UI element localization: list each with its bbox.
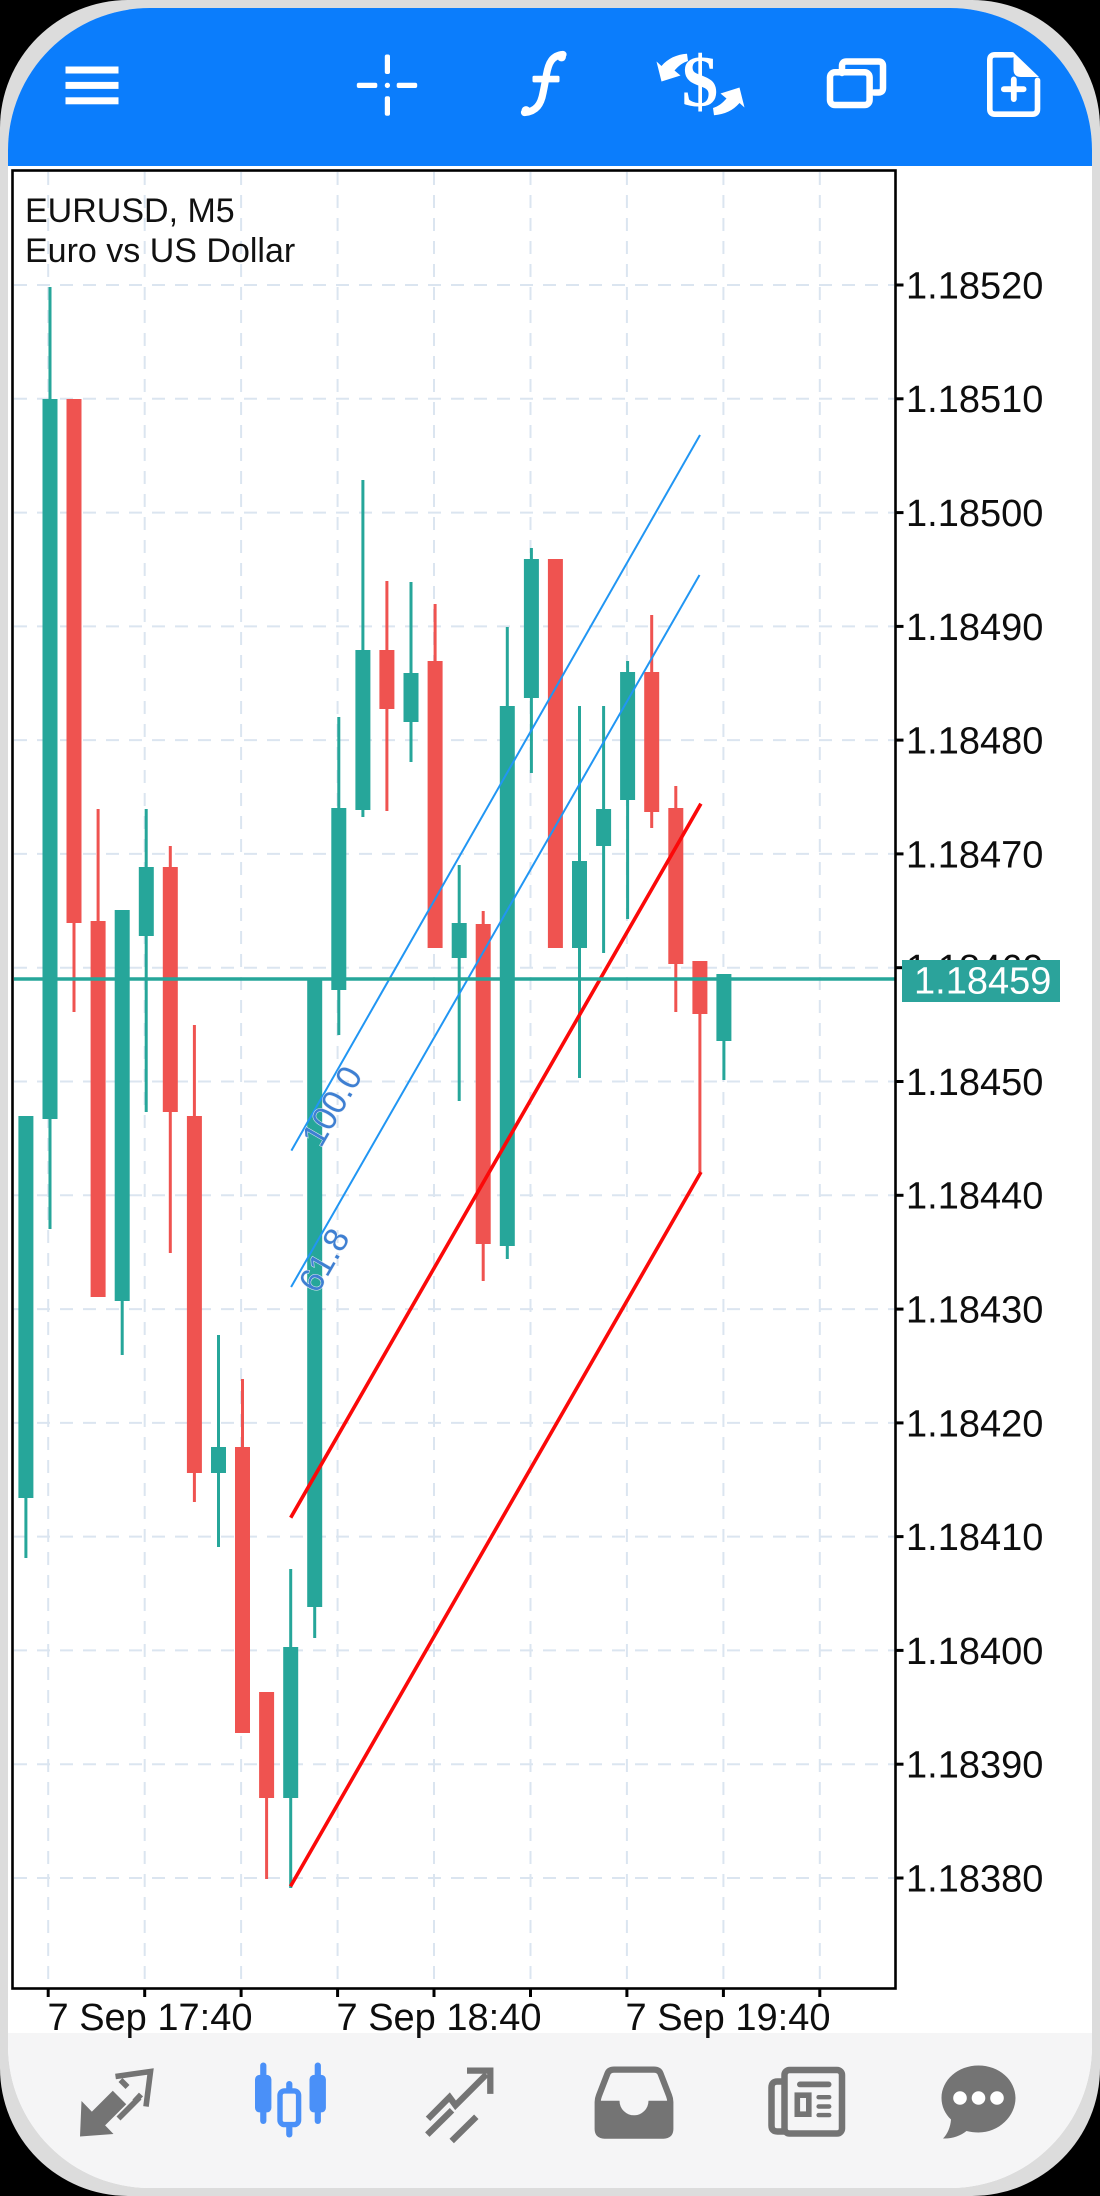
svg-text:1.18520: 1.18520 bbox=[906, 265, 1043, 307]
svg-text:1.18490: 1.18490 bbox=[906, 607, 1043, 649]
svg-text:1.18450: 1.18450 bbox=[906, 1062, 1043, 1104]
svg-text:EURUSD, M5: EURUSD, M5 bbox=[25, 192, 235, 230]
svg-text:1.18410: 1.18410 bbox=[906, 1517, 1043, 1559]
svg-text:100.0: 100.0 bbox=[295, 1060, 370, 1153]
svg-text:1.18400: 1.18400 bbox=[906, 1631, 1043, 1673]
svg-text:1.18470: 1.18470 bbox=[906, 834, 1043, 876]
svg-text:1.18440: 1.18440 bbox=[906, 1176, 1043, 1218]
svg-text:1.18480: 1.18480 bbox=[906, 721, 1043, 763]
svg-text:1.18380: 1.18380 bbox=[906, 1858, 1043, 1900]
svg-text:1.18500: 1.18500 bbox=[906, 493, 1043, 535]
svg-text:7 Sep 17:40: 7 Sep 17:40 bbox=[48, 1997, 253, 2039]
svg-text:7 Sep 19:40: 7 Sep 19:40 bbox=[626, 1997, 831, 2039]
svg-text:1.18420: 1.18420 bbox=[906, 1403, 1043, 1445]
svg-text:1.18390: 1.18390 bbox=[906, 1745, 1043, 1787]
svg-text:1.18459: 1.18459 bbox=[914, 961, 1051, 1003]
svg-text:1.18510: 1.18510 bbox=[906, 379, 1043, 421]
svg-text:$: $ bbox=[682, 41, 719, 122]
svg-text:61.8: 61.8 bbox=[291, 1222, 357, 1298]
svg-text:7 Sep 18:40: 7 Sep 18:40 bbox=[337, 1997, 542, 2039]
svg-text:Euro vs US Dollar: Euro vs US Dollar bbox=[25, 232, 295, 270]
svg-text:1.18430: 1.18430 bbox=[906, 1290, 1043, 1332]
